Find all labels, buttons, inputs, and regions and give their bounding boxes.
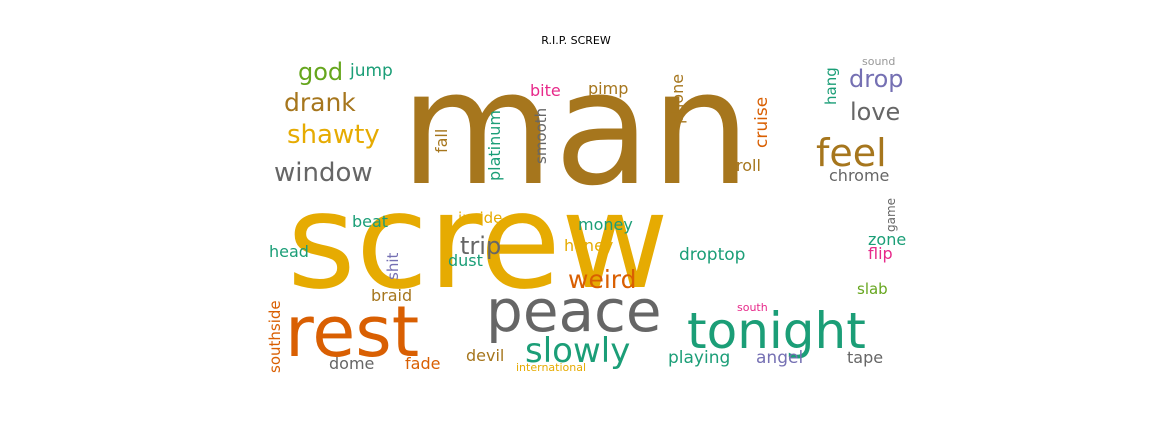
word-smooth: smooth bbox=[532, 108, 550, 164]
word-south: south bbox=[737, 301, 768, 314]
word-sound: sound bbox=[862, 55, 895, 68]
word-money: money bbox=[578, 215, 633, 234]
word-drank: drank bbox=[284, 88, 356, 117]
word-zone: zone bbox=[868, 230, 906, 249]
word-drop: drop bbox=[849, 65, 904, 93]
word-fall: fall bbox=[432, 129, 451, 153]
word-head: head bbox=[269, 242, 309, 261]
word-shit: shit bbox=[384, 253, 402, 280]
word-tape: tape bbox=[847, 348, 883, 367]
word-man: man bbox=[400, 37, 751, 221]
word-fade: fade bbox=[405, 354, 440, 373]
word-feel: feel bbox=[816, 131, 887, 175]
word-dome: dome bbox=[329, 354, 374, 373]
word-devil: devil bbox=[466, 346, 504, 365]
word-game: game bbox=[884, 198, 898, 232]
word-southside: southside bbox=[266, 300, 284, 373]
word-chrome: chrome bbox=[829, 166, 889, 185]
word-beat: beat bbox=[352, 212, 388, 231]
word-god: god bbox=[298, 58, 343, 86]
word-bite: bite bbox=[530, 81, 561, 100]
word-slab: slab bbox=[857, 280, 888, 298]
word-playing: playing bbox=[668, 348, 730, 368]
word-hang: hang bbox=[822, 67, 840, 105]
word-dust: dust bbox=[448, 251, 483, 270]
word-shawty: shawty bbox=[287, 120, 380, 150]
word-slowly: slowly bbox=[525, 331, 630, 371]
word-phone: phone bbox=[668, 74, 687, 124]
word-rest: rest bbox=[285, 291, 419, 373]
word-international: international bbox=[516, 361, 586, 374]
word-cruise: cruise bbox=[752, 97, 772, 148]
word-weird: weird bbox=[568, 265, 636, 294]
word-screw: screw bbox=[287, 165, 669, 319]
word-flip: flip bbox=[868, 244, 893, 263]
word-tonight: tonight bbox=[687, 302, 866, 360]
word-trip: trip bbox=[460, 232, 501, 260]
word-pimp: pimp bbox=[588, 79, 628, 98]
word-jump: jump bbox=[349, 61, 393, 81]
word-braid: braid bbox=[371, 286, 412, 305]
word-droptop: droptop bbox=[679, 245, 745, 265]
word-roll: roll bbox=[736, 156, 761, 175]
word-window: window bbox=[274, 158, 373, 188]
word-peace: peace bbox=[486, 277, 662, 345]
word-platinum: platinum bbox=[485, 110, 504, 181]
word-inside: inside bbox=[458, 209, 502, 227]
word-angel: angel bbox=[756, 348, 803, 368]
word-honey: honey bbox=[564, 236, 613, 255]
chart-title: R.I.P. SCREW bbox=[541, 34, 611, 47]
word-love: love bbox=[850, 98, 900, 126]
